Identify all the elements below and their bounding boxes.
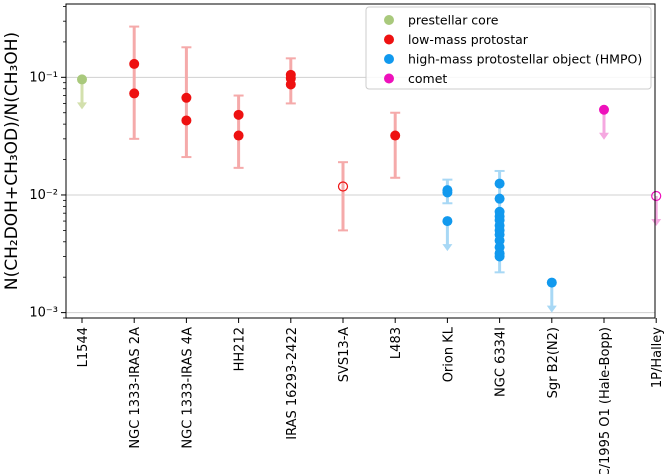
data-point-open [651, 190, 662, 202]
x-tick-label: L1544 [76, 327, 91, 367]
x-tick-label: IRAS 16293-2422 [285, 327, 300, 440]
data-point [129, 88, 140, 99]
y-tick-label: 10⁻³ [29, 306, 58, 321]
x-tick-label: NGC 1333-IRAS 4A [180, 327, 195, 449]
data-point [233, 109, 244, 120]
upper-limit-arrow [651, 219, 662, 227]
x-tick-label: NGC 1333-IRAS 2A [128, 327, 143, 449]
upper-limit-arrow [77, 102, 87, 110]
data-point [494, 251, 505, 262]
data-point [181, 115, 192, 126]
data-point [599, 104, 609, 115]
data-point [181, 92, 192, 103]
grid-lines [66, 76, 655, 314]
y-axis-ticks: 10⁻³ 10⁻² 10⁻¹ [29, 6, 66, 321]
x-tick-label: 1P/Halley [650, 327, 664, 388]
data-point-open [337, 181, 349, 192]
data-point [546, 277, 557, 288]
data-point [442, 187, 453, 198]
upper-limit-arrow [546, 305, 557, 313]
legend: prestellar core low-mass protostar high-ma… [365, 6, 652, 90]
x-tick-label: Sgr B2(N2) [546, 327, 561, 398]
y-tick-label: 10⁻¹ [29, 70, 58, 85]
legend-label: comet [408, 71, 447, 86]
legend-marker [384, 73, 394, 84]
x-tick-label: C/1995 O1 (Hale-Bopp) [598, 327, 613, 474]
plot-frame [65, 3, 656, 319]
legend-label: high-mass protostellar object (HMPO) [408, 52, 642, 67]
upper-limit-arrow [599, 132, 609, 140]
data-point [442, 216, 453, 227]
legend-label: prestellar core [408, 13, 499, 28]
legend-label: low-mass protostar [408, 32, 529, 47]
data-point [77, 74, 87, 85]
upper-limit-arrow [442, 244, 453, 252]
data-point [285, 79, 296, 90]
x-tick-label: L483 [389, 327, 404, 359]
y-tick-label: 10⁻² [29, 188, 58, 203]
x-tick-label: HH212 [233, 327, 248, 371]
data-point [233, 130, 244, 141]
data-point [129, 58, 140, 69]
x-axis-ticks: L1544 NGC 1333-IRAS 2A NGC 1333-IRAS 4A HH2… [76, 318, 664, 474]
legend-marker [384, 34, 394, 45]
x-tick-label: Orion KL [441, 326, 456, 382]
y-axis-label: N(CH₂DOH+CH₃OD)/N(CH₃OH) [2, 32, 22, 290]
legend-box [365, 6, 652, 90]
x-tick-label: SVS13-A [337, 327, 352, 382]
legend-marker [384, 54, 394, 64]
data-point [494, 193, 505, 204]
data-points [77, 58, 662, 288]
data-point [390, 130, 401, 141]
x-tick-label: NGC 6334I [494, 327, 509, 397]
legend-marker [384, 15, 394, 25]
data-point [494, 178, 505, 189]
